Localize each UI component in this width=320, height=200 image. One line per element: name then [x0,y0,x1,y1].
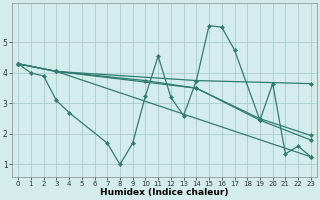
X-axis label: Humidex (Indice chaleur): Humidex (Indice chaleur) [100,188,229,197]
